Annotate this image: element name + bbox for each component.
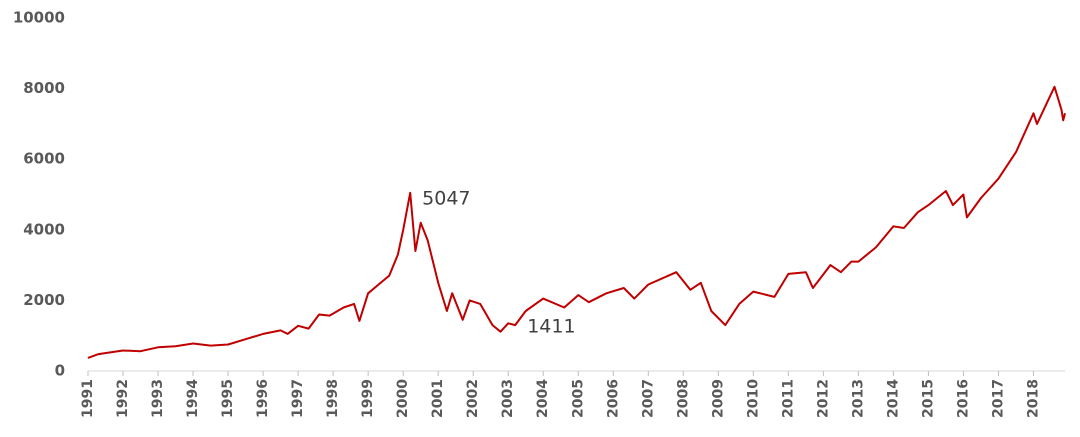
line-series — [87, 85, 1066, 359]
x-tick-label: 2015 — [920, 379, 936, 418]
y-tick-label: 6000 — [23, 150, 65, 168]
x-tick-label: 2007 — [640, 379, 656, 418]
y-tick-label: 10000 — [13, 9, 65, 27]
x-tick-label: 2005 — [570, 379, 586, 418]
x-tick-label: 2018 — [1025, 379, 1041, 418]
x-tick-label: 1994 — [185, 379, 201, 418]
x-tick-label: 1999 — [360, 379, 376, 418]
x-tick-label: 2002 — [465, 379, 481, 418]
x-tick-label: 2017 — [990, 379, 1006, 418]
x-tick-label: 2004 — [535, 379, 551, 418]
x-tick-label: 2016 — [955, 379, 971, 418]
y-tick-label: 8000 — [23, 79, 65, 97]
x-tick-label: 1998 — [325, 379, 341, 418]
x-tick-label: 2008 — [675, 379, 691, 418]
x-tick-label: 2011 — [780, 379, 796, 418]
x-tick-label: 1996 — [255, 379, 271, 418]
x-tick-label: 2012 — [815, 379, 831, 418]
annotation: 1411 — [527, 316, 575, 338]
x-tick-label: 2010 — [745, 379, 761, 418]
y-tick-label: 4000 — [23, 220, 65, 238]
x-tick-label: 1993 — [150, 379, 166, 418]
y-tick-label: 2000 — [23, 291, 65, 309]
annotation: 5047 — [422, 187, 470, 209]
x-tick-label: 1995 — [220, 379, 236, 418]
x-tick-label: 1991 — [80, 379, 96, 418]
x-tick-label: 2013 — [850, 379, 866, 418]
x-tick-label: 1992 — [115, 379, 131, 418]
x-tick-label: 1997 — [290, 379, 306, 418]
x-tick-label: 2001 — [430, 379, 446, 418]
x-tick-label: 2006 — [605, 379, 621, 418]
x-tick-label: 2000 — [395, 379, 411, 418]
x-tick-label: 2009 — [710, 379, 726, 418]
y-tick-label: 0 — [55, 362, 65, 380]
x-tick-label: 2003 — [500, 379, 516, 418]
x-tick-label: 2014 — [885, 379, 901, 418]
